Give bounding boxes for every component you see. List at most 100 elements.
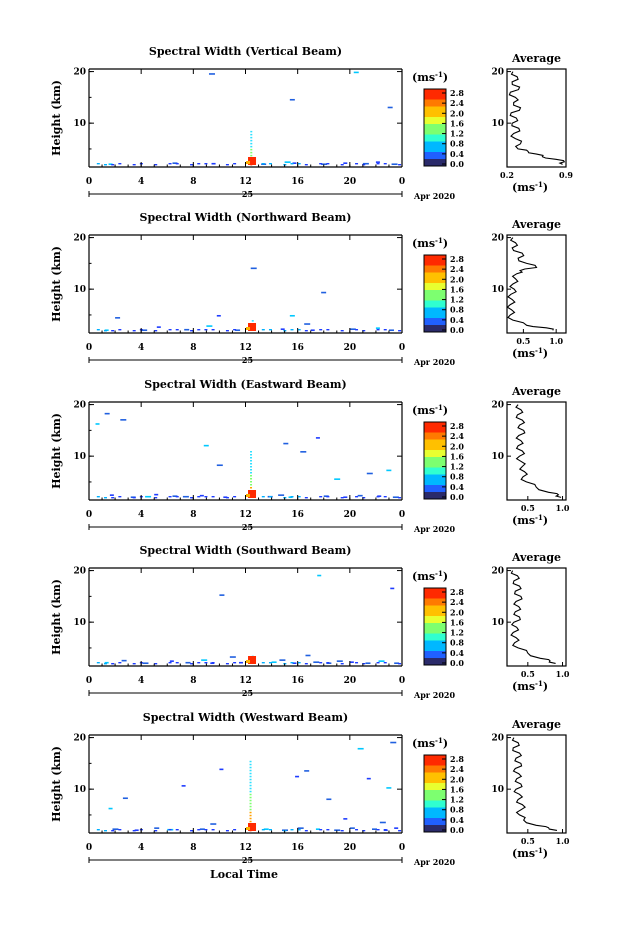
data-cell — [379, 821, 386, 824]
data-cell — [292, 662, 297, 665]
data-cell — [340, 830, 344, 832]
data-cell — [355, 163, 359, 165]
data-cell — [225, 164, 229, 166]
data-cell — [120, 419, 127, 421]
data-cell — [340, 164, 344, 166]
data-cell — [156, 326, 161, 328]
data-cell — [211, 163, 215, 165]
data-cell — [111, 330, 115, 332]
data-cell — [175, 163, 179, 165]
average-y-tick-label: 20 — [491, 68, 504, 78]
data-cell — [229, 656, 236, 658]
data-cell — [233, 496, 237, 498]
colorbar-band — [424, 478, 446, 482]
data-cell — [284, 161, 291, 163]
data-cell — [362, 330, 366, 332]
data-cell — [290, 329, 294, 331]
colorbar-band — [424, 464, 446, 468]
data-cell — [246, 327, 251, 330]
data-cell — [175, 662, 179, 664]
colorbar-band — [424, 818, 446, 822]
colorbar-band — [424, 290, 446, 294]
x-tick-label: 4 — [138, 843, 144, 853]
colorbar-band — [424, 772, 446, 777]
data-cell — [168, 496, 172, 498]
colorbar-tick-label: 2.0 — [450, 274, 464, 284]
data-cell — [249, 802, 252, 805]
data-cell — [304, 323, 311, 325]
data-cell — [96, 829, 100, 831]
data-cell — [250, 148, 253, 151]
panel-title: Spectral Width (Northward Beam) — [140, 211, 352, 224]
colorbar-band — [424, 89, 446, 93]
x-tick-label: 4 — [138, 676, 144, 686]
data-cell — [249, 811, 252, 814]
data-cell — [204, 496, 208, 498]
average-frame — [506, 734, 567, 834]
local-time-label: Local Time — [210, 868, 278, 881]
colorbar-band — [424, 321, 446, 326]
data-cell — [134, 829, 139, 832]
data-cell — [111, 497, 115, 499]
x-tick-label: 8 — [190, 343, 196, 353]
colorbar-band — [424, 630, 446, 634]
colorbar-band — [424, 762, 446, 766]
data-cell — [250, 136, 253, 139]
average-x-tick-label: 0.5 — [516, 336, 530, 346]
data-cell — [343, 496, 348, 499]
colorbar-tick-label: 0.8 — [450, 472, 464, 482]
average-y-tick-label: 10 — [491, 119, 504, 129]
data-cell — [321, 291, 327, 294]
data-cell — [216, 314, 221, 317]
colorbar-band — [424, 265, 446, 270]
data-cell — [376, 496, 380, 498]
colorbar-unit: (ms-1) — [412, 569, 448, 584]
data-cell — [250, 142, 253, 145]
data-cell — [132, 497, 136, 499]
colorbar-band — [424, 255, 446, 259]
colorbar-tick-label: 0.0 — [450, 159, 464, 169]
colorbar-band — [424, 276, 446, 280]
colorbar-band — [424, 138, 446, 142]
colorbar-band — [424, 152, 446, 156]
panel-eastward: Spectral Width (Eastward Beam) Height (km… — [50, 378, 570, 534]
data-cell — [104, 661, 109, 664]
colorbar-band — [424, 797, 446, 801]
colorbar-band — [424, 474, 446, 479]
data-cell — [211, 329, 215, 331]
data-cell — [398, 663, 402, 665]
colorbar-band — [424, 311, 446, 315]
data-cell — [249, 808, 252, 811]
data-cell — [250, 151, 253, 154]
colorbar-tick-label: 2.8 — [450, 754, 464, 764]
colorbar-band — [424, 293, 446, 298]
data-cell — [268, 829, 272, 831]
average-unit: (ms-1) — [512, 346, 548, 361]
date-month-label: Apr 2020 — [413, 690, 456, 700]
date-month-label: Apr 2020 — [413, 524, 456, 534]
colorbar-band — [424, 769, 446, 773]
data-cell — [168, 829, 172, 831]
x-tick-label: 0 — [399, 177, 405, 187]
data-cell — [233, 329, 237, 331]
data-cell — [225, 830, 229, 832]
data-cell — [175, 496, 179, 498]
data-cell — [250, 472, 253, 474]
average-y-tick-label: 20 — [491, 401, 504, 411]
data-cell — [118, 329, 122, 331]
y-tick-label: 10 — [73, 618, 86, 628]
data-cell — [391, 163, 398, 166]
data-cell — [317, 574, 322, 577]
average-y-tick-label: 10 — [491, 285, 504, 295]
data-cell — [154, 330, 158, 332]
average-x-tick-label: 0.2 — [500, 170, 514, 180]
data-cell — [249, 763, 252, 766]
colorbar-tick-label: 0.4 — [450, 315, 464, 325]
data-cell — [390, 587, 395, 590]
data-cell — [321, 163, 328, 166]
data-cell — [249, 766, 252, 769]
average-x-tick-label: 1.0 — [556, 669, 570, 679]
colorbar-band — [424, 262, 446, 266]
data-cell — [154, 827, 160, 829]
data-cell — [168, 163, 172, 165]
